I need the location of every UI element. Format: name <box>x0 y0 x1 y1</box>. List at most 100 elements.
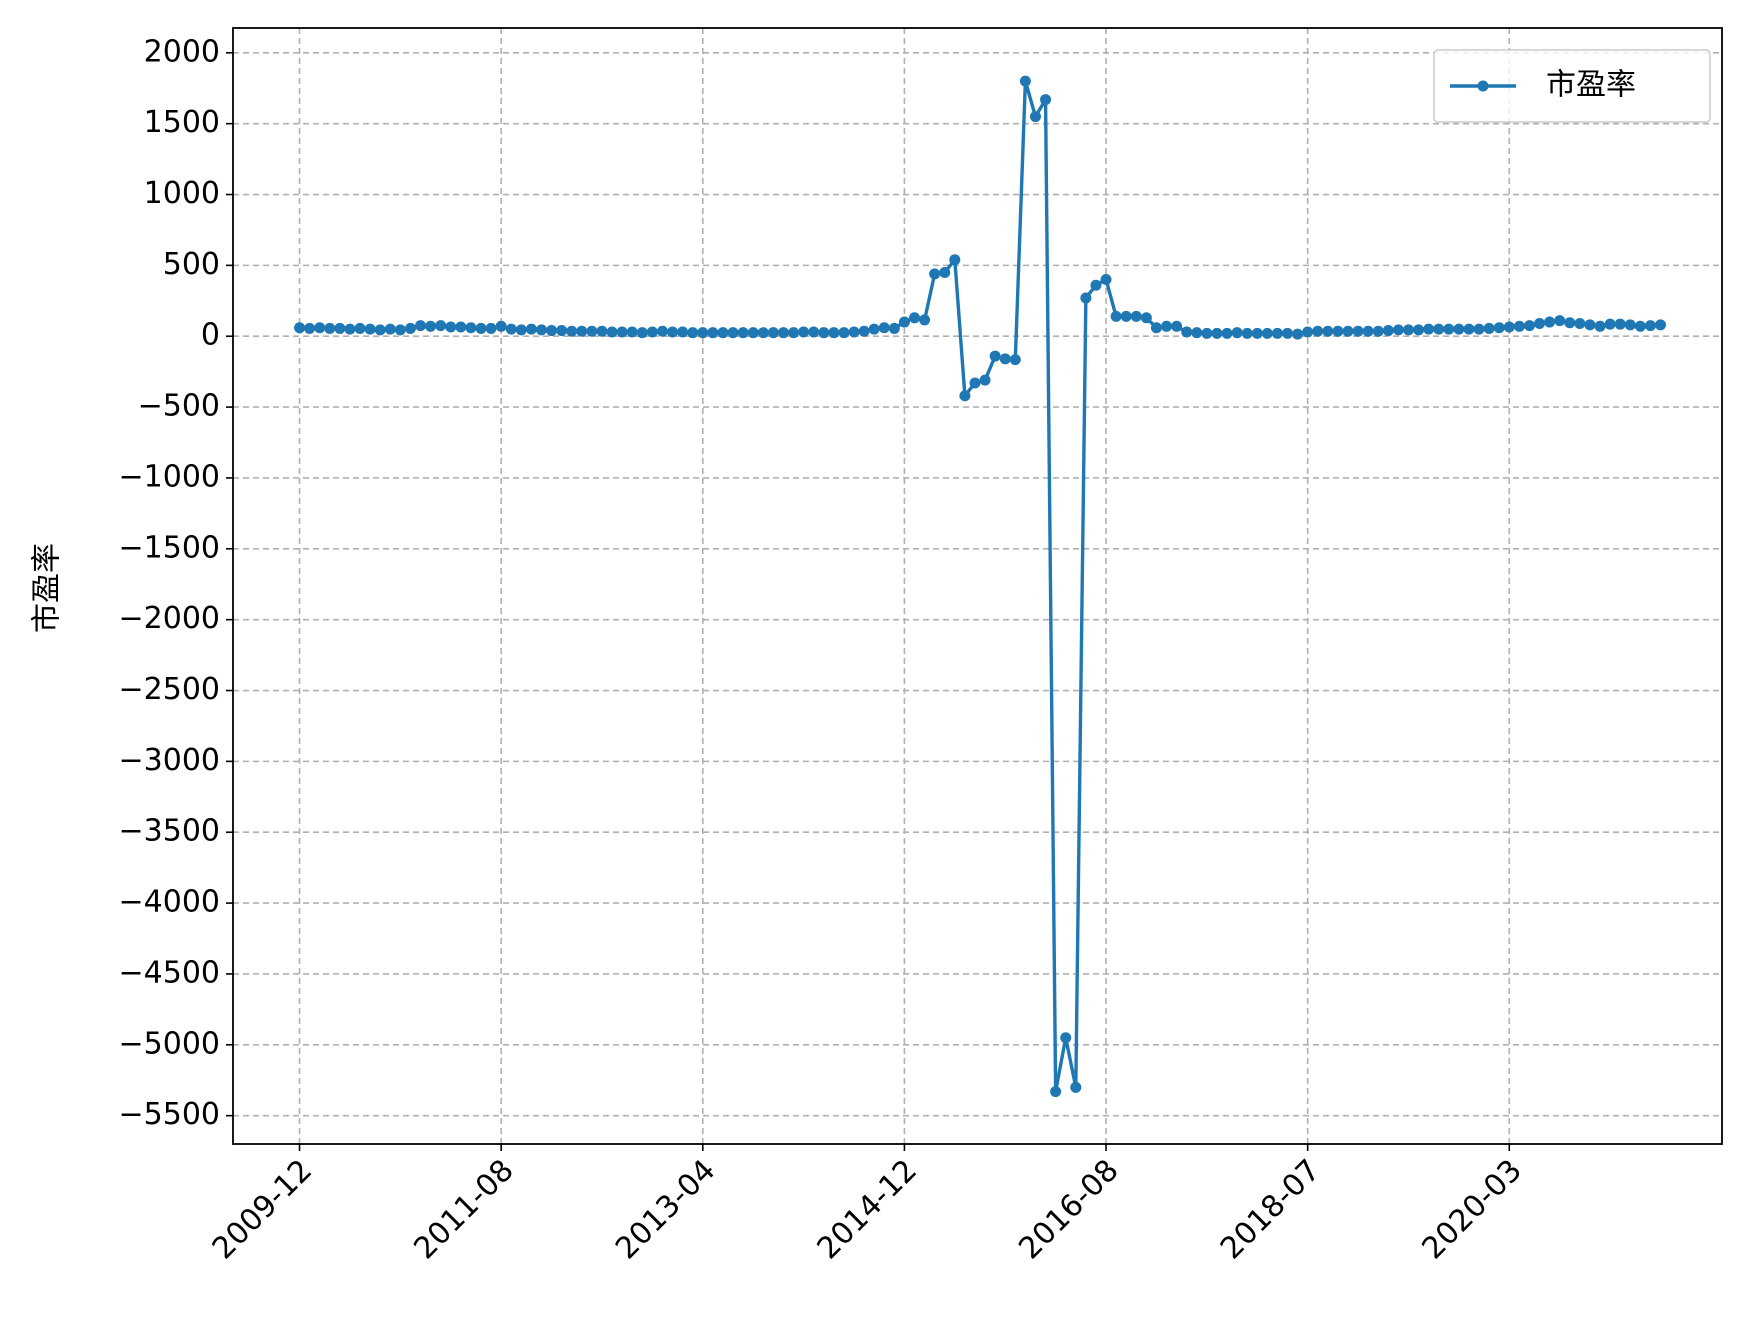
data-point <box>727 327 739 339</box>
data-point <box>656 325 668 337</box>
data-point <box>1322 325 1334 337</box>
data-point <box>989 350 1001 362</box>
data-point <box>1261 327 1273 339</box>
data-point <box>1534 317 1546 329</box>
legend-label: 市盈率 <box>1546 68 1636 103</box>
data-point <box>1574 317 1586 329</box>
data-point <box>1090 279 1102 291</box>
data-point <box>505 323 517 335</box>
y-tick-label: −3500 <box>119 814 220 849</box>
data-point <box>455 321 467 333</box>
data-point <box>828 327 840 339</box>
plot-frame <box>232 27 1723 1145</box>
y-tick-label: 1500 <box>144 105 220 140</box>
data-point <box>1614 318 1626 330</box>
data-point <box>1332 325 1344 337</box>
data-point <box>646 326 658 338</box>
data-point <box>1120 310 1132 322</box>
x-tick-label: 2014-12 <box>811 1153 924 1266</box>
data-point <box>596 325 608 337</box>
y-tick-label: −3000 <box>119 743 220 778</box>
data-point <box>626 326 638 338</box>
data-point <box>1181 326 1193 338</box>
data-point <box>1463 323 1475 335</box>
data-point <box>374 324 386 336</box>
data-point <box>969 377 981 389</box>
data-point <box>1130 310 1142 322</box>
data-point <box>556 325 568 337</box>
data-point <box>1191 327 1203 339</box>
y-tick-label: −5000 <box>119 1026 220 1061</box>
data-point <box>1140 312 1152 324</box>
data-point <box>1372 325 1384 337</box>
data-point <box>717 327 729 339</box>
data-point <box>808 326 820 338</box>
data-point <box>475 322 487 334</box>
data-point <box>1171 320 1183 332</box>
y-tick-label: −1000 <box>119 459 220 494</box>
data-point <box>1110 310 1122 322</box>
data-point <box>798 326 810 338</box>
data-point <box>606 326 618 338</box>
data-point <box>586 325 598 337</box>
data-point <box>495 320 507 332</box>
data-point <box>576 325 588 337</box>
data-point <box>1040 94 1052 106</box>
data-point <box>1483 322 1495 334</box>
y-tick-label: 0 <box>201 318 220 353</box>
data-point <box>1362 325 1374 337</box>
data-point <box>888 322 900 334</box>
legend-box <box>1433 49 1711 123</box>
data-point <box>838 327 850 339</box>
data-point <box>979 374 991 386</box>
y-tick-label: 500 <box>163 247 220 282</box>
x-tick-label: 2013-04 <box>609 1153 722 1266</box>
data-point <box>515 324 527 336</box>
y-tick-label: −5500 <box>119 1097 220 1132</box>
data-point <box>1513 320 1525 332</box>
data-point <box>1060 1032 1072 1044</box>
y-axis-label: 市盈率 <box>30 543 65 633</box>
data-point <box>435 320 447 332</box>
data-point <box>344 323 356 335</box>
data-point <box>415 320 427 332</box>
data-point <box>939 266 951 278</box>
data-point <box>1150 322 1162 334</box>
data-point <box>747 327 759 339</box>
y-tick-label: 2000 <box>144 34 220 69</box>
data-point <box>525 323 537 335</box>
data-point <box>1473 323 1485 335</box>
data-point <box>1029 111 1041 123</box>
data-point <box>1009 354 1021 366</box>
data-point <box>616 326 628 338</box>
data-point <box>425 320 437 332</box>
data-point <box>1443 323 1455 335</box>
x-tick-label: 2018-07 <box>1214 1153 1327 1266</box>
data-point <box>404 322 416 334</box>
data-point <box>1201 327 1213 339</box>
y-tick-label: −2500 <box>119 672 220 707</box>
data-point <box>535 324 547 336</box>
data-point <box>324 322 336 334</box>
data-point <box>1594 320 1606 332</box>
data-point <box>1503 321 1515 333</box>
y-tick-label: −500 <box>138 389 220 424</box>
data-point <box>848 326 860 338</box>
data-point <box>868 323 880 335</box>
data-point <box>1413 324 1425 336</box>
data-point <box>1564 317 1576 329</box>
series-line <box>299 80 1661 1092</box>
data-point <box>1423 323 1435 335</box>
y-tick-label: −4500 <box>119 955 220 990</box>
data-point <box>737 327 749 339</box>
data-point <box>1392 324 1404 336</box>
y-tick-label: −1500 <box>119 530 220 565</box>
data-point <box>1019 75 1031 87</box>
data-point <box>636 327 648 339</box>
data-point <box>898 316 910 328</box>
data-point <box>1100 274 1112 286</box>
data-point <box>757 327 769 339</box>
data-point <box>697 327 709 339</box>
